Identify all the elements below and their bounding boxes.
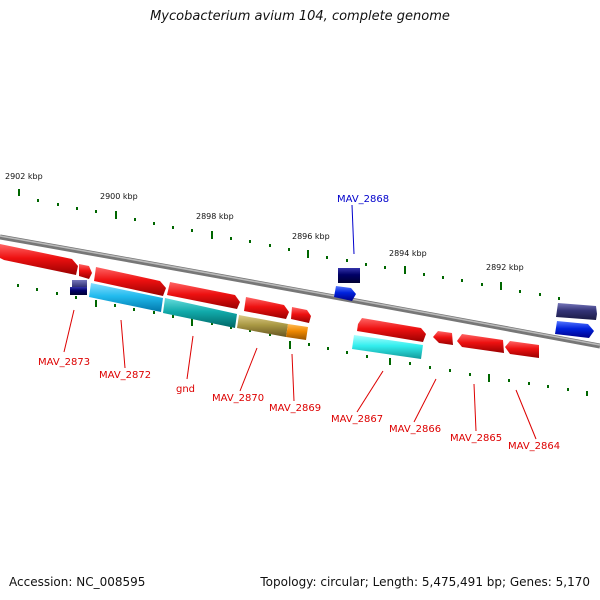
gene-label[interactable]: MAV_2872 bbox=[99, 370, 151, 381]
feature-box[interactable] bbox=[338, 268, 360, 283]
scale-label-2892: 2892 kbp bbox=[486, 263, 524, 272]
scale-label-2902: 2902 kbp bbox=[5, 172, 43, 181]
gene-label[interactable]: gnd bbox=[176, 384, 195, 395]
feature-arrow[interactable] bbox=[244, 297, 289, 319]
feature-arrow[interactable] bbox=[334, 286, 356, 301]
scale-label-2894: 2894 kbp bbox=[389, 249, 427, 258]
accession-text: Accession: NC_008595 bbox=[9, 575, 146, 589]
genome-backbone bbox=[0, 234, 600, 349]
reverse-strand-features bbox=[70, 280, 539, 359]
feature-arrow[interactable] bbox=[505, 341, 539, 358]
genome-summary-text: Topology: circular; Length: 5,475,491 bp… bbox=[260, 575, 590, 589]
feature-box[interactable] bbox=[286, 324, 308, 340]
feature-arrow[interactable] bbox=[0, 244, 78, 275]
feature-arrow[interactable] bbox=[433, 331, 453, 345]
scale-label-2898: 2898 kbp bbox=[196, 212, 234, 221]
gene-label[interactable]: MAV_2867 bbox=[331, 414, 383, 425]
scale-label-2896: 2896 kbp bbox=[292, 232, 330, 241]
feature-arrow[interactable] bbox=[457, 334, 504, 353]
forward-strand-features bbox=[0, 244, 597, 338]
feature-box[interactable] bbox=[89, 283, 163, 312]
label-leaders bbox=[63, 204, 537, 440]
feature-arrow[interactable] bbox=[555, 321, 594, 338]
feature-arrow[interactable] bbox=[357, 318, 426, 342]
gene-label[interactable]: MAV_2869 bbox=[269, 403, 321, 414]
gene-label[interactable]: MAV_2864 bbox=[508, 441, 560, 452]
feature-arrow[interactable] bbox=[167, 282, 240, 309]
gene-label[interactable]: MAV_2865 bbox=[450, 433, 502, 444]
feature-box[interactable] bbox=[70, 287, 87, 295]
gene-label[interactable]: MAV_2868 bbox=[337, 194, 389, 205]
feature-arrow[interactable] bbox=[291, 307, 311, 323]
map-title: Mycobacterium avium 104, complete genome bbox=[150, 9, 450, 24]
feature-box[interactable] bbox=[352, 335, 423, 359]
gene-labels: MAV_2873 MAV_2872 gnd MAV_2870 MAV_2869 … bbox=[38, 194, 560, 452]
feature-arrow[interactable] bbox=[556, 303, 597, 320]
gene-label[interactable]: MAV_2866 bbox=[389, 424, 441, 435]
gene-label[interactable]: MAV_2873 bbox=[38, 357, 90, 368]
scale-label-2900: 2900 kbp bbox=[100, 192, 138, 201]
feature-box[interactable] bbox=[237, 315, 288, 337]
feature-arrow[interactable] bbox=[79, 264, 92, 279]
scale-ticks-upper bbox=[18, 189, 560, 300]
gene-label[interactable]: MAV_2870 bbox=[212, 393, 264, 404]
feature-box[interactable] bbox=[163, 298, 237, 328]
feature-arrow[interactable] bbox=[94, 267, 166, 296]
